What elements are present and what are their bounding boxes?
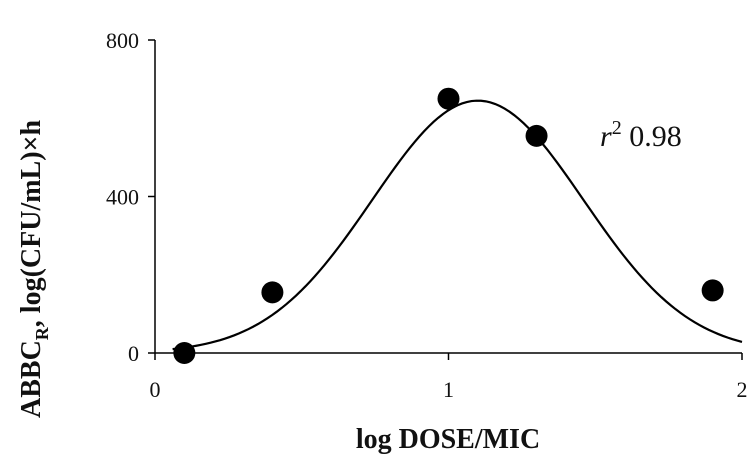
y-axis-title: ABBCR, log(CFU/mL)×h [16,119,52,418]
r-squared-annotation: r2 0.98 [600,117,682,153]
x-tick-label: 2 [737,377,748,402]
data-point [261,281,284,304]
r-value: 0.98 [622,120,682,153]
fit-curve [172,99,743,351]
data-point [173,342,196,364]
r-exponent: 2 [612,117,622,139]
y-axis-title-rest: , log(CFU/mL)×h [16,119,47,327]
y-axis-title-subscript: R [32,326,52,340]
y-axis-ticks: 0 400 800 [106,28,155,366]
x-axis-ticks: 0 1 2 [150,353,748,402]
r-symbol: r [600,120,612,153]
y-tick-label: 800 [106,28,139,53]
x-tick-label: 1 [443,377,454,402]
data-point [437,87,460,110]
data-point [701,279,724,302]
y-tick-label: 400 [106,185,139,210]
y-tick-label: 0 [128,341,139,366]
data-point [525,124,548,147]
y-axis-title-main: ABBC [16,340,47,418]
x-tick-label: 0 [150,377,161,402]
data-points [173,87,724,364]
x-axis-title: log DOSE/MIC [356,424,540,455]
